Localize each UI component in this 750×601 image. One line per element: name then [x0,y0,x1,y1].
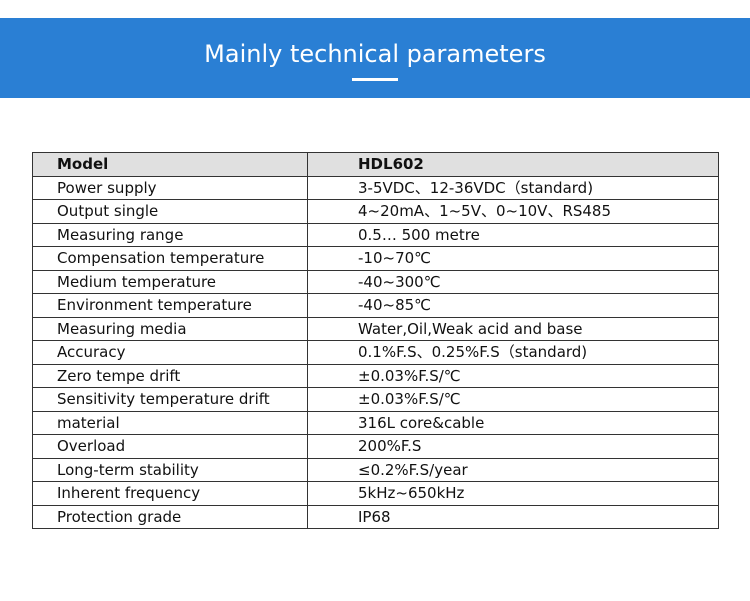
table-cell: Protection grade [32,504,308,529]
table-cell: 5kHz~650kHz [307,481,719,506]
table-row: Sensitivity temperature drift ±0.03%F.S/℃ [32,387,719,412]
table-cell: Medium temperature [32,269,308,294]
table-row: Protection grade IP68 [32,504,719,529]
table-cell: Output single [32,199,308,224]
table-cell: 3-5VDC、12-36VDC（standard) [307,175,719,200]
title-underline [352,78,398,81]
table-row: Zero tempe drift ±0.03%F.S/℃ [32,363,719,388]
header-title: Mainly technical parameters [204,40,546,68]
table-cell: 0.1%F.S、0.25%F.S（standard) [307,340,719,365]
table-cell: HDL602 [307,152,719,177]
table-cell: 316L core&cable [307,410,719,435]
table-cell: Water,Oil,Weak acid and base [307,316,719,341]
table-row: Accuracy 0.1%F.S、0.25%F.S（standard) [32,340,719,365]
table-cell: Overload [32,434,308,459]
table-cell: -40~85℃ [307,293,719,318]
table-row: Long-term stability ≤0.2%F.S/year [32,457,719,482]
table-cell: -10~70℃ [307,246,719,271]
table-row: Compensation temperature -10~70℃ [32,246,719,271]
table-row: Power supply 3-5VDC、12-36VDC（standard) [32,175,719,200]
table-cell: 0.5… 500 metre [307,222,719,247]
table-cell: 4~20mA、1~5V、0~10V、RS485 [307,199,719,224]
table-row: Measuring media Water,Oil,Weak acid and b… [32,316,719,341]
table-cell: Measuring range [32,222,308,247]
header-row: Model HDL602 [32,152,719,177]
table-cell: 200%F.S [307,434,719,459]
table-cell: Environment temperature [32,293,308,318]
table-cell: ±0.03%F.S/℃ [307,363,719,388]
table-cell: Long-term stability [32,457,308,482]
table-row: Overload 200%F.S [32,434,719,459]
table-cell: Power supply [32,175,308,200]
spec-table: Model HDL602 Power supply 3-5VDC、12-36VDC（s… [32,152,719,529]
table-cell: Zero tempe drift [32,363,308,388]
table-row: Output single 4~20mA、1~5V、0~10V、RS485 [32,199,719,224]
table-cell: Accuracy [32,340,308,365]
table-row: Environment temperature -40~85℃ [32,293,719,318]
table-cell: Inherent frequency [32,481,308,506]
table-cell: material [32,410,308,435]
table-cell: -40~300℃ [307,269,719,294]
table-row: Measuring range 0.5… 500 metre [32,222,719,247]
table-cell: Model [32,152,308,177]
table-cell: ±0.03%F.S/℃ [307,387,719,412]
table-cell: Compensation temperature [32,246,308,271]
table-row: material 316L core&cable [32,410,719,435]
table-row: Inherent frequency 5kHz~650kHz [32,481,719,506]
header-band [0,18,750,98]
table-cell: ≤0.2%F.S/year [307,457,719,482]
table-cell: Sensitivity temperature drift [32,387,308,412]
table-row: Medium temperature -40~300℃ [32,269,719,294]
table-cell: Measuring media [32,316,308,341]
table-cell: IP68 [307,504,719,529]
